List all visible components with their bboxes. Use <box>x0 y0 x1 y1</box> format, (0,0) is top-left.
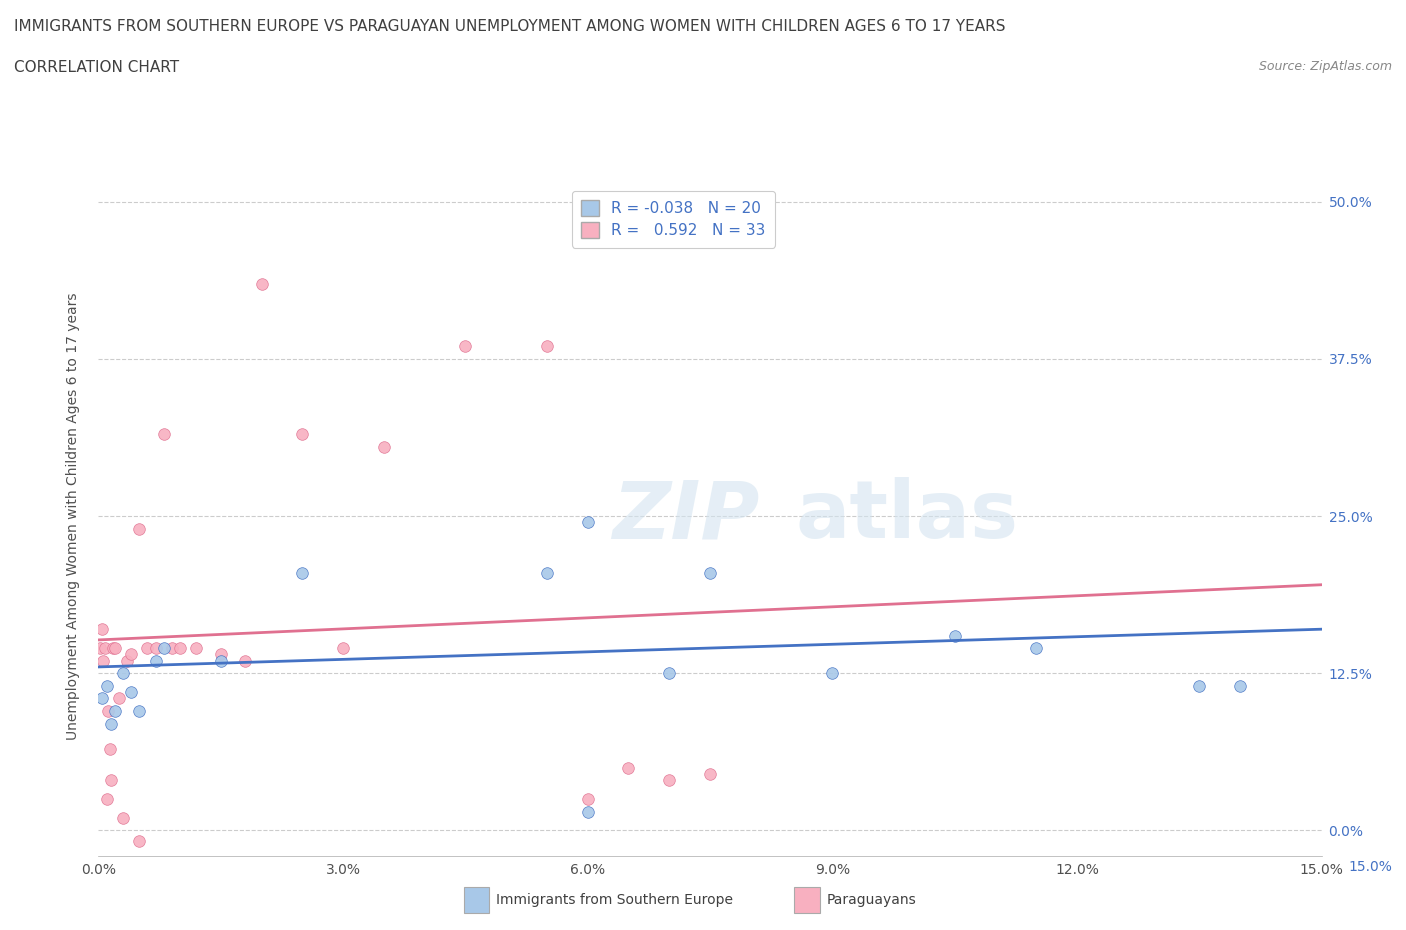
Point <box>291 565 314 580</box>
Point <box>111 666 134 681</box>
Text: IMMIGRANTS FROM SOUTHERN EUROPE VS PARAGUAYAN UNEMPLOYMENT AMONG WOMEN WITH CHIL: IMMIGRANTS FROM SOUTHERN EUROPE VS PARAG… <box>14 19 1005 33</box>
Point <box>96 679 118 694</box>
Point <box>97 704 120 719</box>
Point <box>536 339 558 354</box>
Point <box>617 760 640 775</box>
Point <box>250 276 273 291</box>
Point <box>128 704 150 719</box>
Point <box>209 647 232 662</box>
Point <box>943 628 966 643</box>
Point <box>104 704 127 719</box>
Point <box>169 641 191 656</box>
Point <box>104 641 127 656</box>
Point <box>699 565 721 580</box>
Point <box>89 641 111 656</box>
Point <box>96 791 118 806</box>
Point <box>100 716 122 731</box>
Y-axis label: Unemployment Among Women with Children Ages 6 to 17 years: Unemployment Among Women with Children A… <box>66 292 80 740</box>
Point <box>94 641 117 656</box>
Point <box>120 684 142 699</box>
Text: Immigrants from Southern Europe: Immigrants from Southern Europe <box>496 893 734 908</box>
Text: ZIP: ZIP <box>612 477 759 555</box>
Point <box>108 691 131 706</box>
Point <box>91 691 114 706</box>
Point <box>98 741 121 756</box>
Point <box>209 653 232 668</box>
Text: atlas: atlas <box>796 477 1019 555</box>
Point <box>111 810 134 825</box>
Point <box>1229 679 1251 694</box>
Point <box>115 653 138 668</box>
Text: Source: ZipAtlas.com: Source: ZipAtlas.com <box>1258 60 1392 73</box>
Point <box>145 653 167 668</box>
Point <box>145 641 167 656</box>
Point <box>332 641 354 656</box>
Point <box>128 833 150 848</box>
Point <box>699 766 721 781</box>
Point <box>576 791 599 806</box>
Text: 15.0%: 15.0% <box>1348 859 1392 874</box>
Point <box>1188 679 1211 694</box>
Point <box>120 647 142 662</box>
Text: CORRELATION CHART: CORRELATION CHART <box>14 60 179 75</box>
Point <box>91 653 114 668</box>
Point <box>1025 641 1047 656</box>
Point <box>658 666 681 681</box>
Point <box>136 641 159 656</box>
Point <box>152 641 174 656</box>
Point <box>536 565 558 580</box>
Point <box>160 641 183 656</box>
Point <box>291 427 314 442</box>
Legend: R = -0.038   N = 20, R =   0.592   N = 33: R = -0.038 N = 20, R = 0.592 N = 33 <box>572 192 775 247</box>
Point <box>186 641 208 656</box>
Point <box>233 653 256 668</box>
Point <box>373 440 395 455</box>
Point <box>658 773 681 788</box>
Point <box>100 773 122 788</box>
Point <box>821 666 844 681</box>
Point <box>128 522 150 537</box>
Point <box>90 622 112 637</box>
Point <box>101 641 124 656</box>
Point <box>576 804 599 819</box>
Point <box>576 515 599 530</box>
Point <box>152 427 174 442</box>
Text: Paraguayans: Paraguayans <box>827 893 917 908</box>
Point <box>454 339 477 354</box>
